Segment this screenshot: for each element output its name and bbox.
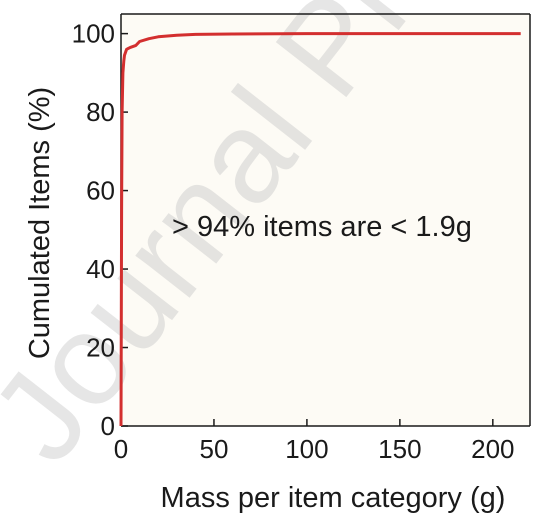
y-ticks: 0 20 40 60 80 100 bbox=[72, 19, 128, 441]
plot-area bbox=[121, 14, 530, 426]
y-tick-label: 80 bbox=[86, 97, 115, 127]
y-tick-label: 100 bbox=[72, 19, 115, 49]
x-tick-label: 50 bbox=[199, 434, 228, 464]
chart-annotation: > 94% items are < 1.9g bbox=[172, 211, 472, 243]
x-axis-title: Mass per item category (g) bbox=[161, 482, 506, 514]
series-layer bbox=[119, 32, 521, 427]
y-tick-label: 0 bbox=[101, 411, 115, 441]
y-axis-title: Cumulated Items (%) bbox=[24, 87, 56, 359]
y-tick-label: 20 bbox=[86, 333, 115, 363]
y-tick-label: 60 bbox=[86, 176, 115, 206]
x-tick-label: 150 bbox=[378, 434, 421, 464]
y-tick-label: 40 bbox=[86, 254, 115, 284]
x-tick-label: 200 bbox=[471, 434, 514, 464]
x-tick-label: 0 bbox=[114, 434, 128, 464]
series-line bbox=[119, 32, 521, 427]
x-tick-label: 100 bbox=[285, 434, 328, 464]
x-ticks: 0 50 100 150 200 bbox=[114, 419, 515, 464]
